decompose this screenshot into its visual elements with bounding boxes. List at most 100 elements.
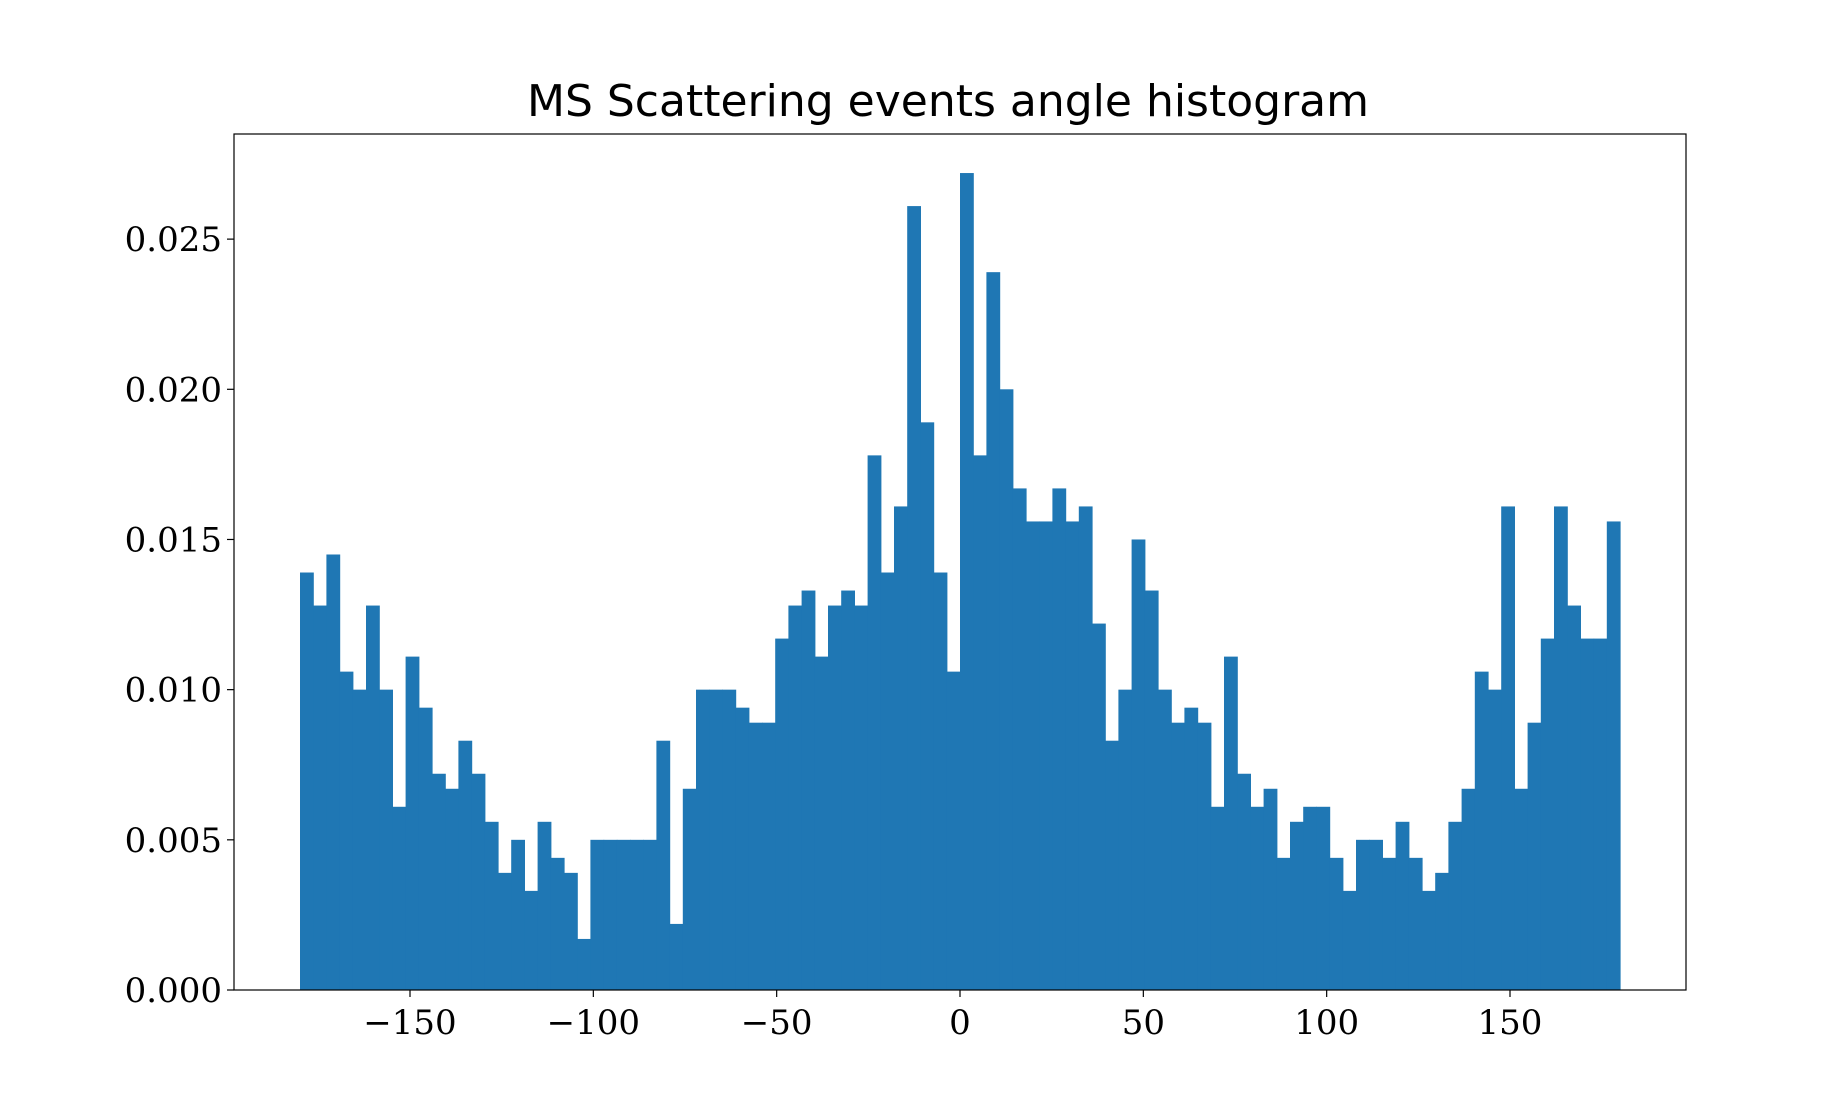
histogram-bar: [326, 554, 341, 990]
histogram-bar: [1092, 623, 1106, 990]
histogram-bar: [405, 656, 420, 990]
histogram-bar: [709, 689, 723, 990]
histogram-bar: [880, 572, 895, 990]
histogram-bar: [986, 272, 1001, 991]
histogram-bar: [801, 590, 816, 990]
histogram-bar: [788, 605, 803, 990]
histogram-bar: [1065, 521, 1080, 990]
histogram-bar: [366, 605, 380, 990]
histogram-bar: [616, 839, 631, 990]
histogram-bar: [537, 821, 552, 990]
histogram-bar: [1197, 722, 1212, 990]
histogram-bars: [300, 173, 1621, 991]
histogram-bar: [814, 656, 829, 990]
histogram-bar: [1567, 605, 1581, 990]
histogram-bar: [1501, 506, 1515, 990]
histogram-bar: [1144, 590, 1159, 990]
histogram-bar: [920, 422, 935, 990]
histogram-bar: [1395, 821, 1410, 990]
x-tick-label: 50: [1122, 1003, 1165, 1043]
histogram-bar: [999, 389, 1014, 991]
histogram-bar: [841, 590, 855, 990]
histogram-bar: [1356, 839, 1370, 990]
histogram-bar: [339, 671, 354, 990]
histogram-bar: [564, 872, 578, 990]
histogram-bar: [445, 788, 459, 990]
histogram-bar: [1316, 806, 1331, 990]
histogram-bar: [696, 689, 710, 990]
x-tick-label: −50: [741, 1003, 813, 1043]
histogram-bar: [313, 605, 327, 990]
histogram-bar: [1026, 521, 1040, 990]
histogram-bar: [894, 506, 908, 990]
histogram-bar: [603, 839, 618, 990]
histogram-bar: [1184, 707, 1199, 990]
histogram-bar: [973, 455, 987, 990]
histogram-bar: [1263, 788, 1278, 990]
histogram-bar: [1158, 689, 1172, 990]
y-tick-label: 0.005: [125, 821, 222, 861]
histogram-bar: [392, 806, 407, 990]
histogram-bar: [300, 572, 314, 990]
y-tick-label: 0.015: [125, 520, 222, 560]
histogram-bar: [524, 890, 539, 990]
histogram-bar: [1276, 857, 1291, 990]
histogram-bar: [867, 455, 882, 990]
histogram-bar: [1488, 689, 1502, 990]
histogram-bar: [1237, 773, 1251, 990]
y-tick-label: 0.000: [125, 971, 222, 1011]
histogram-bar: [1580, 638, 1595, 990]
histogram-bar: [352, 689, 367, 990]
histogram-bar: [1514, 788, 1529, 990]
axes: −150 −100 −50 0 50 100 150 0.000 0.005 0.010 0.015…: [125, 133, 1687, 1043]
histogram-bar: [1474, 671, 1489, 990]
x-tick-label: 100: [1294, 1003, 1359, 1043]
histogram-bar: [1303, 806, 1317, 990]
histogram-bar: [630, 839, 644, 990]
histogram-bar: [577, 938, 591, 990]
histogram-bar: [762, 722, 776, 990]
histogram-bar: [682, 788, 697, 990]
histogram-bar: [1422, 890, 1436, 990]
histogram-bar: [1593, 638, 1608, 990]
histogram-bar: [1118, 689, 1133, 990]
histogram-bar: [933, 572, 948, 990]
histogram-bar: [1408, 857, 1423, 990]
histogram-bar: [1039, 521, 1053, 990]
histogram-bar: [1461, 788, 1476, 990]
histogram-bar: [1210, 806, 1225, 990]
histogram-bar: [735, 707, 750, 990]
y-tick-label: 0.020: [125, 370, 222, 410]
x-tick-label: 150: [1478, 1003, 1543, 1043]
y-tick-label: 0.025: [125, 220, 222, 260]
histogram-bar: [656, 740, 671, 990]
x-tick-label: −100: [547, 1003, 640, 1043]
histogram-bar: [1131, 539, 1146, 990]
x-tick-label: 0: [949, 1003, 971, 1043]
histogram-bar: [550, 857, 565, 990]
histogram-bar: [432, 773, 446, 990]
histogram-bar: [471, 773, 486, 990]
y-tick-label: 0.010: [125, 671, 222, 711]
histogram-bar: [669, 923, 684, 990]
histogram-bar: [1078, 506, 1093, 990]
histogram-bar: [1369, 839, 1383, 990]
histogram-bar: [1342, 890, 1357, 990]
histogram-bar: [775, 638, 789, 990]
histogram-bar: [379, 689, 393, 990]
histogram-bar: [1554, 506, 1568, 990]
histogram-bar: [590, 839, 605, 990]
histogram-bar: [1606, 521, 1621, 990]
histogram-bar: [484, 821, 499, 990]
histogram-bar: [1171, 722, 1185, 990]
histogram-bar: [1540, 638, 1555, 990]
histogram-bar: [511, 839, 525, 990]
histogram-bar: [1250, 806, 1265, 990]
histogram-bar: [498, 872, 512, 990]
histogram-bar: [1290, 821, 1304, 990]
histogram-bar: [722, 689, 737, 990]
histogram-bar: [458, 740, 473, 990]
histogram-bar: [1527, 722, 1542, 990]
histogram-bar: [1224, 656, 1238, 990]
